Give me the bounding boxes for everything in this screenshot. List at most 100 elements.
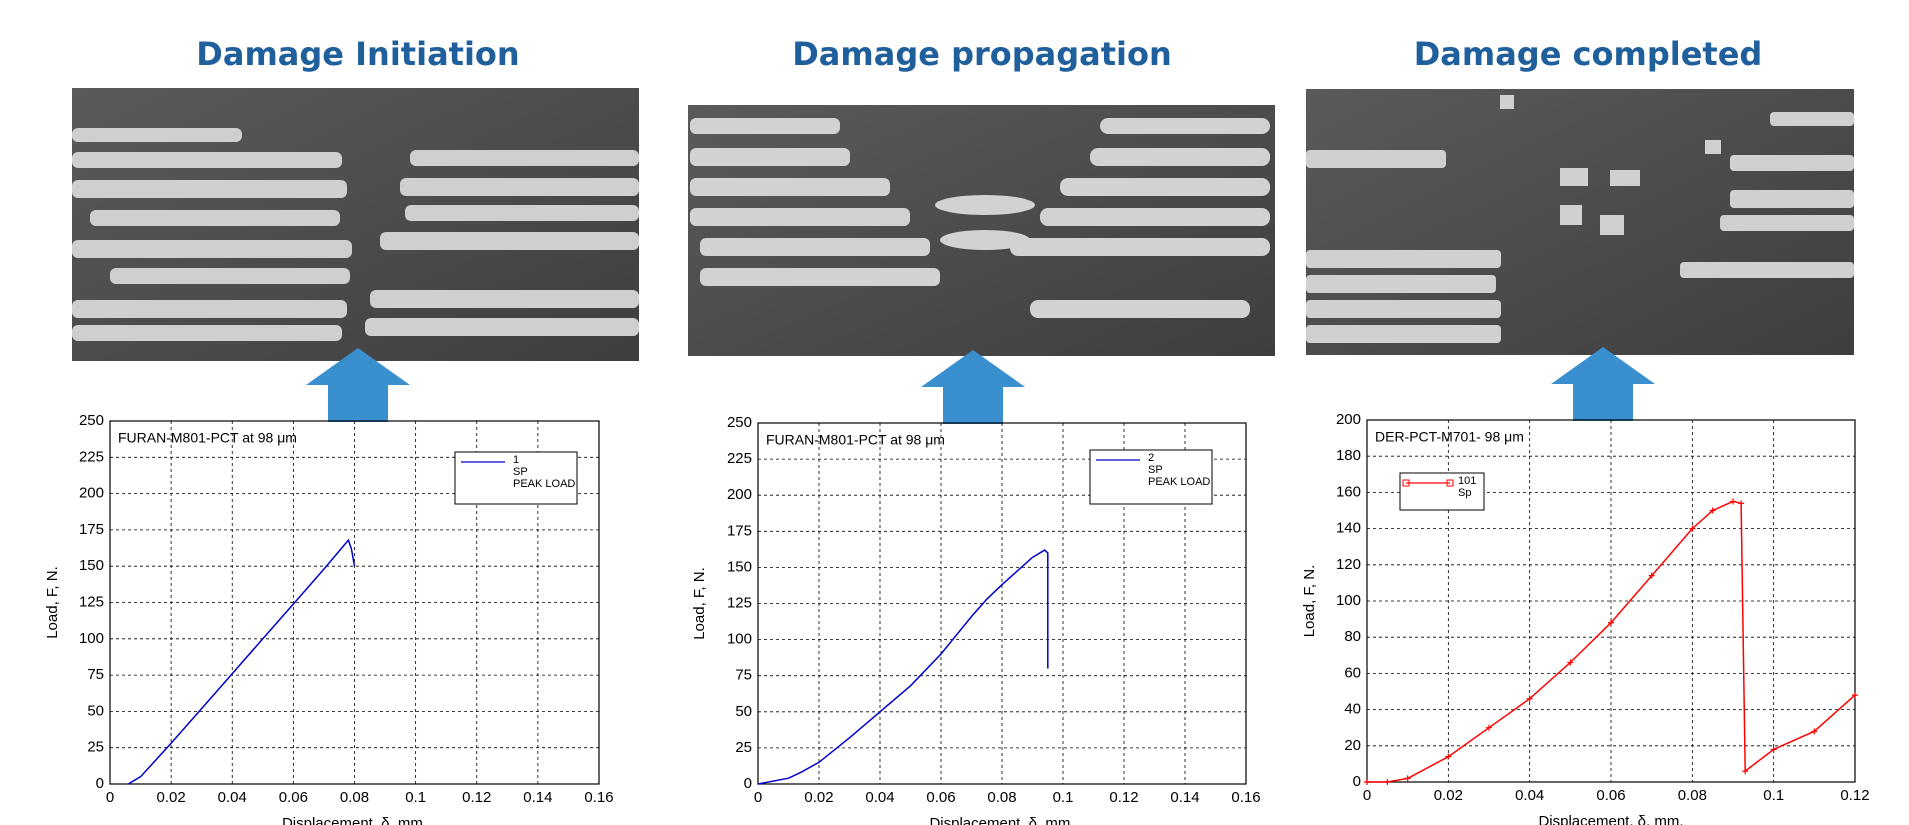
- x-tick-label: 0.04: [1515, 787, 1544, 804]
- x-tick-label: 0.12: [1109, 789, 1138, 806]
- marker: [1526, 695, 1533, 702]
- y-tick-label: 75: [87, 666, 104, 683]
- y-tick-label: 200: [727, 486, 752, 503]
- marker: [1364, 779, 1370, 785]
- y-tick-label: 0: [1353, 773, 1361, 790]
- x-tick-label: 0.14: [523, 789, 552, 806]
- marker: [1770, 746, 1777, 753]
- x-tick-label: 0.08: [340, 789, 369, 806]
- marker: [1445, 753, 1452, 760]
- legend-box: [1089, 449, 1213, 505]
- legend-note: SP: [513, 466, 528, 478]
- y-tick-label: 25: [87, 739, 104, 756]
- marker: [1852, 692, 1858, 699]
- legend-note: SP: [1148, 464, 1163, 476]
- y-tick-label: 140: [1336, 520, 1361, 537]
- y-tick-label: 250: [727, 414, 752, 431]
- y-tick-label: 50: [735, 703, 752, 720]
- x-tick-label: 0: [1363, 787, 1371, 804]
- y-tick-label: 100: [79, 630, 104, 647]
- y-tick-label: 50: [87, 702, 104, 719]
- x-tick-label: 0.08: [1678, 787, 1707, 804]
- x-tick-label: 0.1: [1763, 787, 1784, 804]
- series-line: [127, 538, 356, 785]
- y-tick-label: 100: [1336, 592, 1361, 609]
- y-tick-label: 125: [727, 594, 752, 611]
- x-axis-label: Displacement, δ, mm.: [1538, 813, 1683, 825]
- x-tick-label: 0.02: [157, 789, 186, 806]
- y-tick-label: 225: [727, 450, 752, 467]
- x-tick-label: 0.04: [218, 789, 247, 806]
- micrograph: [72, 88, 639, 361]
- marker: [1486, 724, 1492, 731]
- x-tick-label: 0.06: [279, 789, 308, 806]
- y-tick-label: 25: [735, 739, 752, 756]
- legend-note: PEAK LOAD: [513, 478, 575, 490]
- y-tick-label: 200: [1336, 411, 1361, 428]
- micrograph: [1306, 89, 1854, 355]
- marker: [1811, 728, 1818, 735]
- y-tick-label: 0: [96, 775, 104, 792]
- marker: [1730, 498, 1736, 505]
- y-tick-label: 20: [1344, 737, 1361, 754]
- x-tick-label: 0.06: [926, 789, 955, 806]
- x-tick-label: 0.1: [405, 789, 426, 806]
- y-tick-label: 150: [727, 558, 752, 575]
- y-tick-label: 80: [1344, 628, 1361, 645]
- y-tick-label: 175: [79, 521, 104, 538]
- arrow: [306, 347, 1655, 424]
- x-tick-label: 0.08: [987, 789, 1016, 806]
- marker: [1608, 619, 1614, 626]
- x-tick-label: 0: [754, 789, 762, 806]
- x-tick-label: 0.12: [1840, 787, 1869, 804]
- y-tick-label: 120: [1336, 556, 1361, 573]
- marker: [1709, 507, 1716, 514]
- annotation: FURAN-M801-PCT at 98 μm: [766, 432, 945, 448]
- y-axis-label: Load, F, N.: [691, 567, 708, 640]
- marker: [1567, 659, 1574, 666]
- plot-frame: [757, 422, 1247, 785]
- y-tick-label: 75: [735, 667, 752, 684]
- marker: [1384, 779, 1391, 785]
- x-tick-label: 0.02: [1434, 787, 1463, 804]
- marker: [1742, 768, 1749, 775]
- legend-label: 2: [1148, 452, 1154, 464]
- y-tick-label: 40: [1344, 701, 1361, 718]
- heading: Damage Initiation: [196, 35, 519, 73]
- x-tick-label: 0.1: [1053, 789, 1074, 806]
- series-line: [757, 549, 1049, 785]
- y-tick-label: 160: [1336, 483, 1361, 500]
- legend-marker: [1446, 479, 1454, 487]
- micrograph: [688, 105, 1275, 356]
- heading: Damage completed: [1414, 35, 1763, 73]
- annotation: FURAN-M801-PCT at 98 μm: [118, 430, 297, 446]
- marker: [1404, 775, 1411, 782]
- heading: Damage propagation: [792, 35, 1172, 73]
- y-tick-label: 100: [727, 631, 752, 648]
- y-axis-label: Load, F, N.: [1301, 565, 1318, 638]
- marker: [1738, 500, 1745, 507]
- x-axis-label: Displacement, δ, mm.: [929, 815, 1074, 825]
- plot-frame: [109, 420, 600, 785]
- y-tick-label: 250: [79, 412, 104, 429]
- y-tick-label: 150: [79, 557, 104, 574]
- y-tick-label: 200: [79, 485, 104, 502]
- x-tick-label: 0.06: [1596, 787, 1625, 804]
- annotation: DER-PCT-M701- 98 μm: [1375, 429, 1524, 445]
- legend-marker: [1402, 479, 1410, 487]
- y-tick-label: 225: [79, 448, 104, 465]
- legend-note: PEAK LOAD: [1148, 476, 1210, 488]
- x-tick-label: 0: [106, 789, 114, 806]
- y-tick-label: 125: [79, 593, 104, 610]
- x-axis-label: Displacement, δ, mm.: [282, 815, 427, 825]
- plot-frame: [1366, 419, 1856, 783]
- y-tick-label: 60: [1344, 664, 1361, 681]
- x-tick-label: 0.16: [584, 789, 613, 806]
- x-tick-label: 0.14: [1170, 789, 1199, 806]
- legend-note: Sp: [1458, 487, 1471, 499]
- y-axis-label: Load, F, N.: [44, 566, 61, 639]
- x-tick-label: 0.04: [865, 789, 894, 806]
- legend-label: 101: [1458, 475, 1476, 487]
- x-tick-label: 0.16: [1231, 789, 1260, 806]
